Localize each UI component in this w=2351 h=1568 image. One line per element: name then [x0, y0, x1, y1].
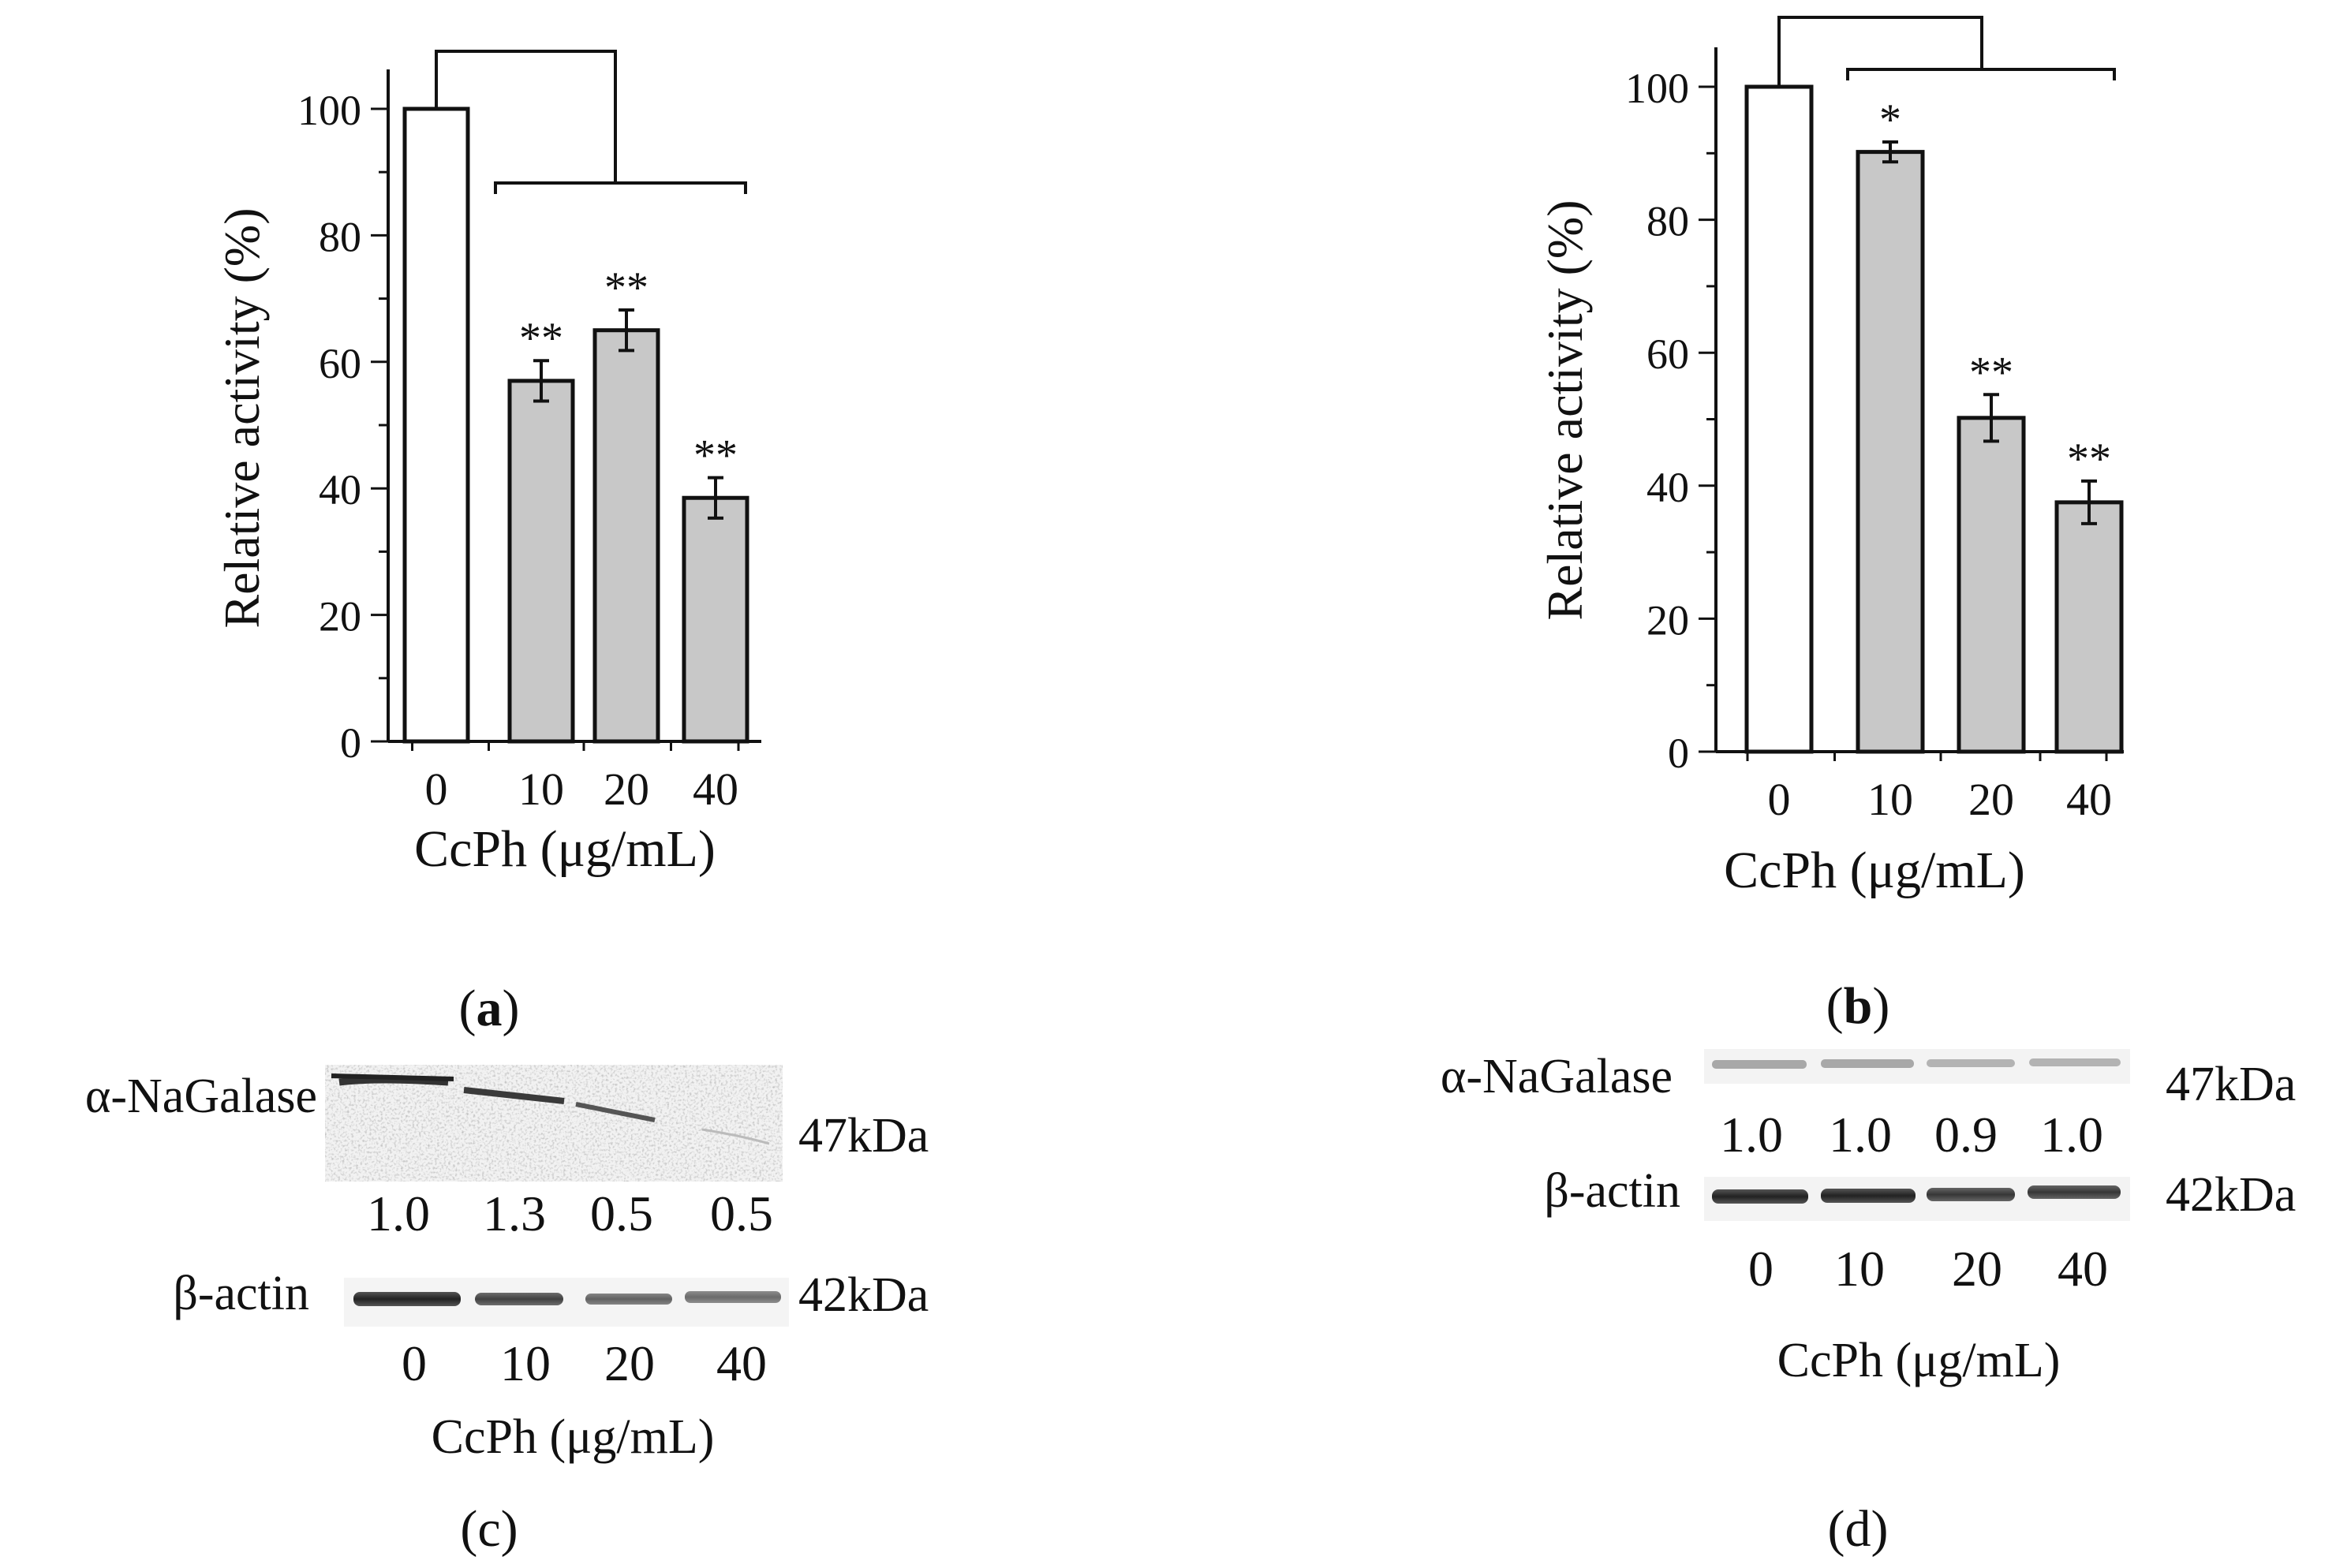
- blot-c-lane: 10: [500, 1335, 551, 1391]
- chart-b-x-tick-label: 40: [2066, 774, 2112, 825]
- blot-c-protein-membrane: [325, 1065, 783, 1182]
- chart-a-x-ticks: 0 10 20 40: [411, 741, 740, 815]
- chart-b-y-axis-label: Relative activity (%): [1537, 200, 1593, 620]
- blot-d-lanes: 0 10 20 40: [1748, 1241, 2108, 1297]
- blot-d-loading-label: β-actin: [1544, 1164, 1680, 1218]
- chart-a-panel-label: (a): [459, 980, 520, 1037]
- chart-a-y-axis-label: Relative activity (%): [214, 207, 270, 628]
- chart-b-x-tick-label: 20: [1968, 774, 2014, 825]
- blot-d-protein-kda: 47kDa: [2166, 1058, 2296, 1111]
- chart-b-bar: [1856, 150, 1925, 754]
- blot-d-lane: 40: [2058, 1241, 2108, 1297]
- chart-a-y-tick-label: 20: [319, 593, 361, 640]
- chart-b-y-ticks: 0 20 40 60 80 100: [1625, 65, 1716, 777]
- chart-b-x-ticks: 0 10 20 40: [1746, 752, 2112, 825]
- chart-b-y-tick-label: 100: [1625, 65, 1689, 112]
- blot-c-ratio: 1.0: [367, 1185, 430, 1241]
- blot-c-ratio: 1.3: [483, 1185, 546, 1241]
- blot-c-loading-label: β-actin: [173, 1267, 309, 1320]
- blot-c-lanes: 0 10 20 40: [402, 1335, 767, 1391]
- blot-d-ratios: 1.0 1.0 0.9 1.0: [1720, 1107, 2103, 1163]
- chart-a-x-tick-label: 0: [425, 763, 448, 815]
- chart-a-significance-mark: **: [519, 314, 563, 363]
- chart-b-bars: *****: [1744, 84, 2124, 754]
- blot-c-loading-kda: 42kDa: [798, 1268, 929, 1322]
- blot-d-ratio: 1.0: [1829, 1107, 1892, 1163]
- chart-a-y-tick-label: 60: [319, 340, 361, 387]
- chart-a-x-tick-label: 10: [518, 763, 564, 815]
- chart-b-bar: [1957, 416, 2026, 754]
- chart-a-bar: [507, 379, 575, 744]
- chart-b-significance-mark: **: [1969, 348, 2013, 397]
- chart-a-significance-bracket: [435, 50, 747, 194]
- chart-b-significance-mark: *: [1879, 95, 1901, 144]
- chart-a-y-tick-label: 0: [340, 719, 361, 767]
- chart-b-significance-bracket: [1777, 16, 2116, 87]
- chart-b-y-tick-label: 80: [1646, 198, 1689, 245]
- chart-b-y-tick-label: 60: [1646, 330, 1689, 378]
- chart-b-y-tick-label: 0: [1668, 730, 1689, 777]
- chart-a-bars: ** ** **: [402, 106, 749, 744]
- chart-a-y-ticks: 0 20 40 60 80 100: [297, 87, 388, 767]
- chart-a-significance-mark: **: [693, 431, 738, 480]
- chart-b-bracket-upper: [1777, 16, 1983, 87]
- blot-d: α-NaGalase 47kDa 1.0 1.0 0.9 1.0 β-actin…: [1441, 1049, 2296, 1558]
- blot-c-lane: 20: [604, 1335, 655, 1391]
- blot-d-x-axis-label: CcPh (μg/mL): [1777, 1334, 2061, 1387]
- chart-b-significance-mark: **: [2067, 435, 2111, 483]
- blot-d-protein-membrane: [1704, 1049, 2130, 1084]
- chart-a-y-tick-label: 40: [319, 466, 361, 513]
- blot-d-lane: 10: [1834, 1241, 1885, 1297]
- blot-d-ratio: 1.0: [2040, 1107, 2103, 1163]
- chart-b-y-tick-label: 40: [1646, 464, 1689, 511]
- blot-d-ratio: 0.9: [1934, 1107, 1998, 1163]
- chart-a-y-tick-label: 80: [319, 213, 361, 260]
- blot-c-ratio: 0.5: [590, 1185, 653, 1241]
- blot-c-protein-label: α-NaGalase: [85, 1070, 317, 1123]
- chart-b-x-tick-label: 10: [1867, 774, 1913, 825]
- blot-d-lane: 0: [1748, 1241, 1774, 1297]
- blot-c-protein-kda: 47kDa: [798, 1109, 929, 1163]
- chart-b-x-axis-label: CcPh (μg/mL): [1724, 842, 2025, 899]
- blot-c-lane: 40: [716, 1335, 767, 1391]
- chart-a-bar: [592, 328, 660, 744]
- chart-a-significance-mark: **: [604, 263, 648, 312]
- chart-a: 0 20 40 60 80 100 0 10 20 40 ** ** ** Relative act…: [214, 50, 761, 1037]
- chart-a-bar: [402, 106, 470, 744]
- blot-c-ratios: 1.0 1.3 0.5 0.5: [367, 1185, 773, 1241]
- chart-b-bracket-lower: [1846, 68, 2116, 80]
- blot-c-x-axis-label: CcPh (μg/mL): [432, 1410, 715, 1464]
- chart-b-bar: [2054, 500, 2124, 754]
- chart-b-panel-label: (b): [1826, 977, 1890, 1035]
- blot-c-lane: 0: [402, 1335, 427, 1391]
- blot-d-loading-kda: 42kDa: [2166, 1168, 2296, 1222]
- chart-a-bracket-lower: [494, 181, 747, 194]
- blot-d-ratio: 1.0: [1720, 1107, 1783, 1163]
- blot-c-ratio: 0.5: [710, 1185, 773, 1241]
- blot-d-loading-membrane: [1704, 1177, 2130, 1221]
- chart-a-x-axis-label: CcPh (μg/mL): [414, 820, 716, 878]
- chart-a-bar: [682, 495, 749, 744]
- blot-d-protein-label: α-NaGalase: [1441, 1050, 1673, 1103]
- chart-a-y-tick-label: 100: [297, 87, 361, 134]
- blot-c-panel-label: (c): [460, 1500, 518, 1558]
- chart-a-bracket-upper: [435, 50, 617, 183]
- blot-c-loading-membrane: [344, 1278, 789, 1327]
- chart-b-y-tick-label: 20: [1646, 596, 1689, 644]
- blot-d-panel-label: (d): [1828, 1500, 1889, 1558]
- blot-d-lane: 20: [1952, 1241, 2002, 1297]
- chart-a-x-tick-label: 40: [693, 763, 738, 815]
- blot-c: α-NaGalase 47kDa 1.0 1.3 0.5 0.5 β-actin…: [85, 1065, 929, 1558]
- chart-b-bar: [1744, 84, 1814, 754]
- chart-b-x-tick-label: 0: [1768, 774, 1791, 825]
- chart-a-x-tick-label: 20: [604, 763, 649, 815]
